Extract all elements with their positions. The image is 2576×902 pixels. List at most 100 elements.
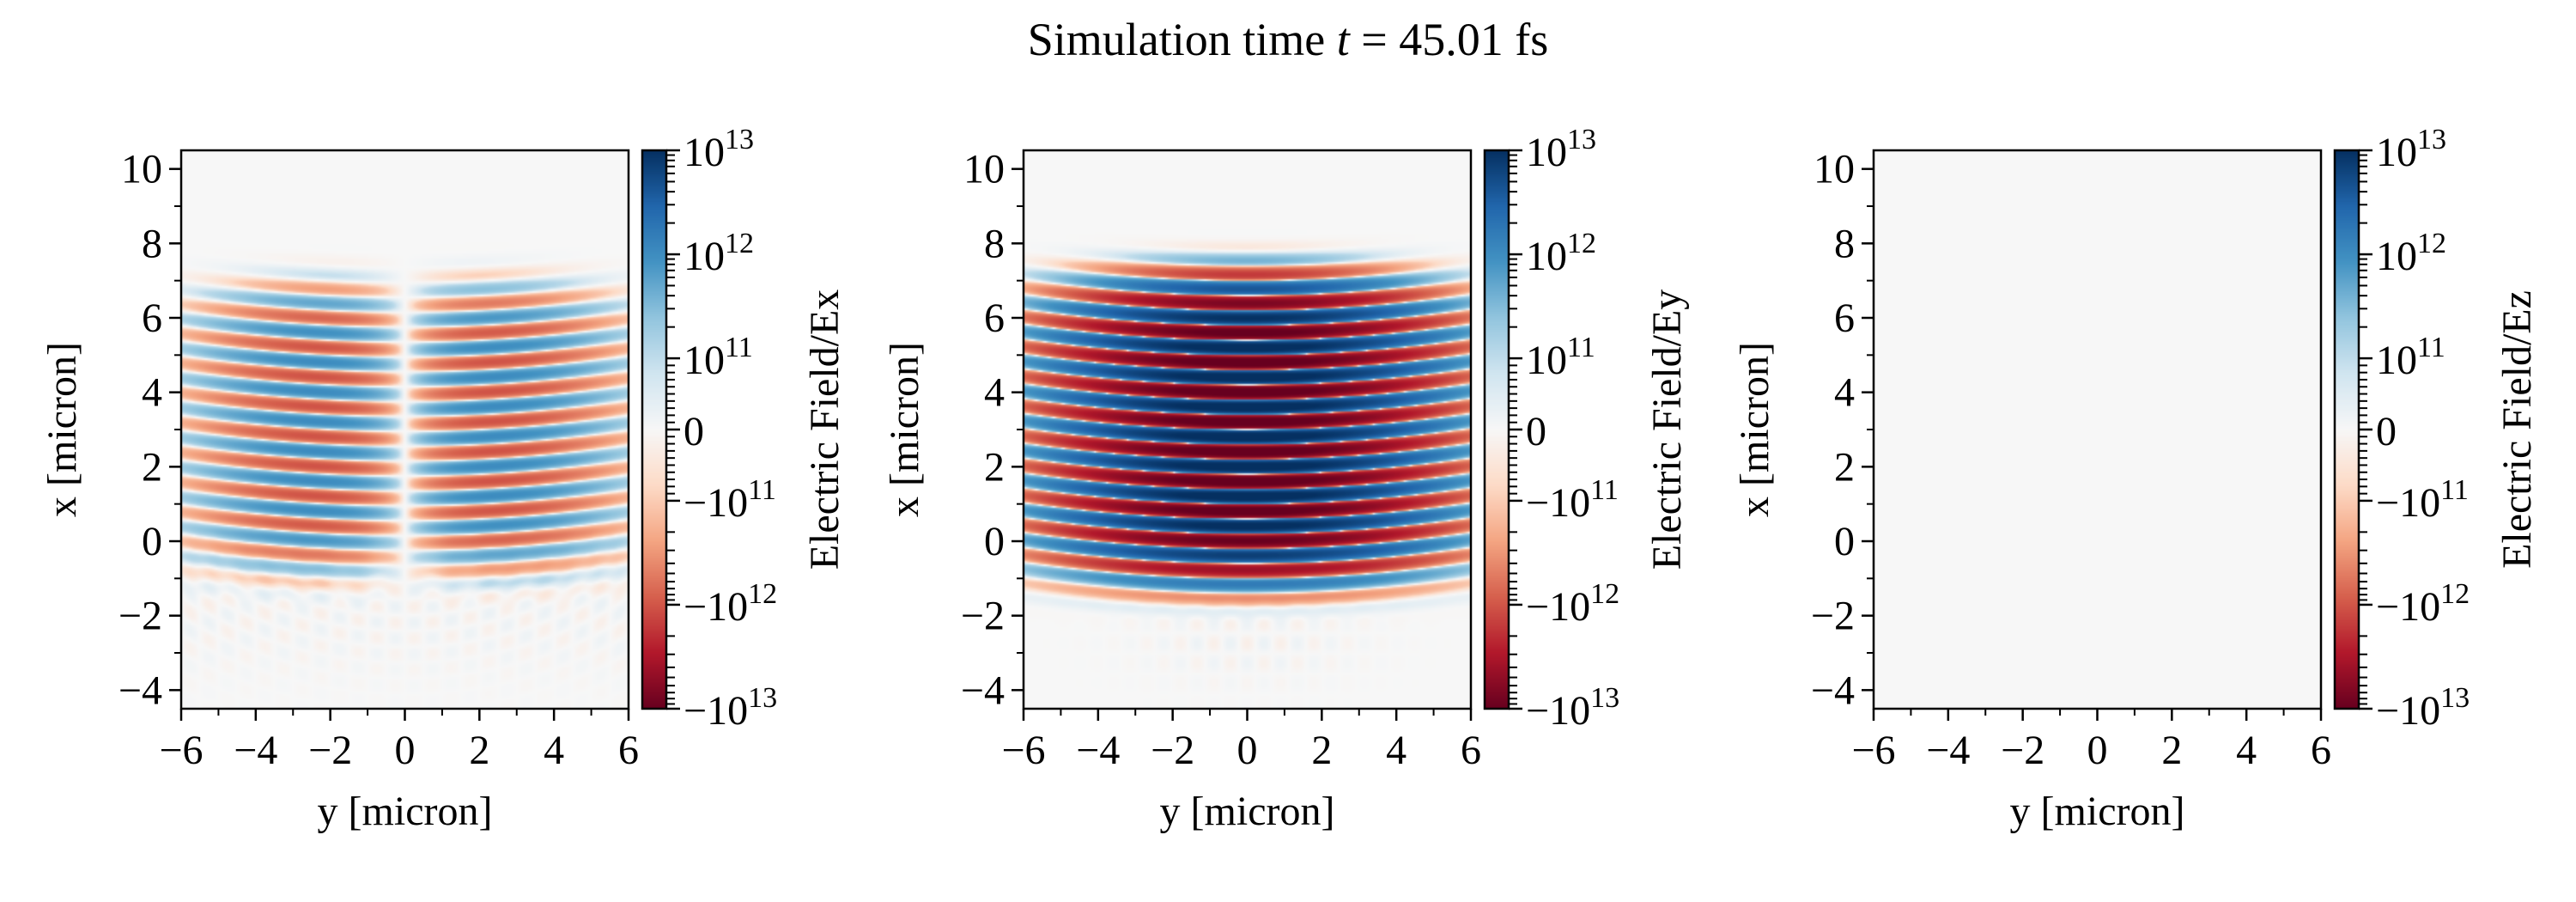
tick-base: 10: [2376, 130, 2417, 175]
colorbar-tick-label: −1013: [2376, 682, 2470, 734]
x-tick-label: −2: [1151, 728, 1194, 773]
y-tick-label: 8: [142, 221, 162, 266]
x-tick-label: 2: [1311, 728, 1332, 773]
colorbar-tick-label: 1012: [1526, 228, 1596, 279]
tick-exponent: 12: [2417, 228, 2446, 259]
x-tick-label: 0: [395, 728, 416, 773]
x-tick-label: −6: [1851, 728, 1895, 773]
x-tick-label: 6: [618, 728, 639, 773]
y-tick-label: 6: [142, 296, 162, 341]
tick-exponent: 12: [725, 228, 754, 259]
colorbar-tick-label: −1012: [1526, 578, 1619, 630]
colorbar-tick-label: 0: [2376, 409, 2397, 454]
y-tick-label: 4: [142, 370, 162, 416]
panel-ez: −6 −4 −2 0 2 4 6 −4 −2 0 2 4 6 8 10 y [micron] x [micron…: [1732, 124, 2540, 834]
tick-base: 10: [707, 480, 748, 526]
colorbar-tick-label: −1011: [1526, 474, 1619, 526]
colorbar-tick-label: −1012: [2376, 578, 2470, 630]
tick-base: 10: [2399, 584, 2440, 630]
colorbar-label: Electric Field/Ey: [1644, 289, 1690, 570]
colorbar-tick-label: 1011: [2376, 332, 2445, 383]
x-axis-label: y [micron]: [1160, 789, 1335, 834]
tick-base: 10: [2399, 688, 2440, 734]
tick-exponent: 12: [2440, 578, 2470, 610]
tick-base: 0: [1526, 409, 1546, 454]
heatmap-image: [181, 150, 629, 709]
x-tick-label: 4: [2236, 728, 2257, 773]
x-tick-label: −2: [2001, 728, 2044, 773]
colorbar-tick-label: 1012: [683, 228, 754, 279]
y-tick-label: 4: [1834, 370, 1855, 416]
colorbar-tick-label: 0: [1526, 409, 1546, 454]
x-tick-label: 0: [1237, 728, 1258, 773]
colorbar-gradient: [1485, 150, 1509, 709]
tick-base: 10: [1526, 130, 1567, 175]
y-tick-label: 8: [984, 221, 1005, 266]
tick-exponent: 13: [2417, 124, 2446, 155]
tick-exponent: 12: [748, 578, 777, 610]
y-axis-label: x [micron]: [39, 342, 85, 517]
y-tick-label: −4: [961, 667, 1005, 713]
colorbar-label: Electric Field/Ex: [802, 289, 848, 570]
x-tick-label: 4: [544, 728, 564, 773]
tick-exponent: 13: [1590, 682, 1619, 714]
panel-ey: −6 −4 −2 0 2 4 6 −4 −2 0 2 4 6 8 10 y [micron] x [micron…: [882, 124, 1690, 834]
tick-exponent: 13: [1567, 124, 1596, 155]
colorbar-gradient: [2335, 150, 2359, 709]
colorbar-tick-label: −1012: [683, 578, 777, 630]
tick-base: 10: [2376, 338, 2417, 383]
y-tick-label: 6: [984, 296, 1005, 341]
x-tick-label: 6: [1461, 728, 1481, 773]
y-tick-label: 10: [1814, 147, 1855, 192]
x-tick-label: 2: [469, 728, 489, 773]
tick-base: 10: [1526, 234, 1567, 279]
y-tick-label: 0: [984, 519, 1005, 564]
colorbar-tick-label: 1012: [2376, 228, 2446, 279]
colorbar-tick-label: 1011: [1526, 332, 1595, 383]
x-tick-label: −6: [1001, 728, 1045, 773]
x-tick-label: 2: [2161, 728, 2182, 773]
tick-sign: −: [1526, 688, 1549, 734]
y-tick-label: −2: [961, 594, 1005, 639]
tick-exponent: 13: [2440, 682, 2470, 714]
tick-sign: −: [1526, 480, 1549, 526]
colorbar-tick-label: 1013: [1526, 124, 1596, 175]
tick-exponent: 11: [2440, 474, 2469, 506]
tick-base: 10: [2376, 234, 2417, 279]
y-tick-label: 10: [963, 147, 1005, 192]
tick-exponent: 12: [1590, 578, 1619, 610]
y-tick-label: 2: [984, 444, 1005, 490]
x-axis-label: y [micron]: [2010, 789, 2185, 834]
y-tick-label: −4: [118, 667, 162, 713]
panel-ex: −6 −4 −2 0 2 4 6 −4 −2 0 2 4 6 8 10 y [micron] x [micron…: [39, 124, 848, 834]
tick-sign: −: [2376, 688, 2399, 734]
x-tick-label: −2: [308, 728, 352, 773]
y-tick-label: 4: [984, 370, 1005, 416]
tick-exponent: 11: [725, 332, 753, 363]
y-tick-label: 2: [1834, 444, 1855, 490]
colorbar-tick-label: 1013: [683, 124, 754, 175]
y-tick-label: 10: [121, 147, 162, 192]
tick-base: 10: [707, 584, 748, 630]
x-tick-label: 6: [2311, 728, 2331, 773]
x-axis-label: y [micron]: [318, 789, 493, 834]
colorbar-tick-label: −1011: [683, 474, 776, 526]
tick-exponent: 11: [2417, 332, 2445, 363]
tick-base: 10: [1549, 584, 1590, 630]
colorbar-tick-label: −1011: [2376, 474, 2469, 526]
tick-sign: −: [2376, 584, 2399, 630]
tick-base: 10: [707, 688, 748, 734]
figure-title: Simulation time t = 45.01 fs: [1028, 14, 1548, 65]
tick-exponent: 11: [748, 474, 776, 506]
y-tick-label: −2: [118, 594, 162, 639]
tick-sign: −: [683, 688, 707, 734]
colorbar-tick-label: 1011: [683, 332, 753, 383]
x-tick-label: 4: [1386, 728, 1406, 773]
y-tick-label: 8: [1834, 221, 1855, 266]
heatmap-image: [1024, 150, 1471, 709]
colorbar-tick-label: −1013: [1526, 682, 1619, 734]
y-tick-label: 2: [142, 444, 162, 490]
tick-base: 10: [683, 130, 725, 175]
y-axis-label: x [micron]: [1732, 342, 1777, 517]
